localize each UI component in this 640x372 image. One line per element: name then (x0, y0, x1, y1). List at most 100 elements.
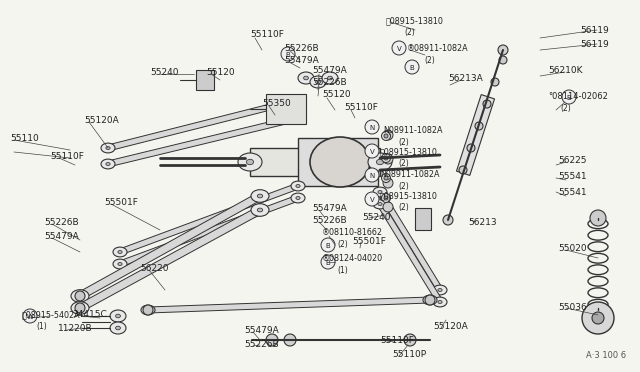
Bar (266, 94, 306, 124)
Text: N08911-1082A: N08911-1082A (380, 170, 440, 179)
Text: N: N (369, 173, 374, 179)
Circle shape (582, 302, 614, 334)
Circle shape (75, 303, 85, 313)
Text: B: B (285, 52, 291, 58)
Text: 55226B: 55226B (244, 340, 278, 349)
Circle shape (23, 309, 37, 323)
Ellipse shape (77, 294, 83, 298)
Circle shape (499, 56, 507, 64)
Ellipse shape (106, 147, 110, 150)
Text: 55020: 55020 (558, 244, 587, 253)
Text: B: B (326, 243, 330, 249)
Text: 56119: 56119 (580, 40, 609, 49)
Text: 55240: 55240 (362, 213, 390, 222)
Circle shape (491, 78, 499, 86)
Text: 55110P: 55110P (392, 350, 426, 359)
Circle shape (143, 305, 153, 315)
Text: 55501F: 55501F (104, 198, 138, 207)
Circle shape (365, 168, 379, 182)
Circle shape (384, 156, 388, 160)
Ellipse shape (257, 194, 262, 198)
Polygon shape (108, 115, 299, 167)
Text: 34415C: 34415C (72, 310, 107, 319)
Ellipse shape (298, 72, 314, 84)
Polygon shape (78, 192, 262, 299)
Text: 55110F: 55110F (344, 103, 378, 112)
Text: 55120A: 55120A (84, 116, 119, 125)
Circle shape (266, 334, 278, 346)
Ellipse shape (71, 302, 89, 314)
Ellipse shape (310, 76, 326, 88)
Ellipse shape (118, 263, 122, 266)
Circle shape (425, 295, 435, 305)
Text: 55226B: 55226B (44, 218, 79, 227)
Text: B: B (410, 65, 414, 71)
Text: V: V (397, 46, 401, 52)
Text: °08114-02062: °08114-02062 (548, 92, 608, 101)
Text: 55110F: 55110F (380, 336, 414, 345)
Circle shape (498, 45, 508, 55)
Ellipse shape (433, 285, 447, 295)
Polygon shape (78, 206, 262, 311)
Text: 55541: 55541 (558, 188, 587, 197)
Text: Ⓥ08915-13810: Ⓥ08915-13810 (380, 191, 438, 200)
Text: (2): (2) (560, 104, 571, 113)
Text: 56210K: 56210K (548, 66, 582, 75)
Text: 55541: 55541 (558, 172, 587, 181)
Text: (2): (2) (398, 159, 409, 168)
Ellipse shape (373, 199, 387, 209)
Bar (196, 70, 214, 90)
Ellipse shape (77, 306, 83, 310)
Ellipse shape (296, 99, 300, 102)
Text: (2): (2) (337, 240, 348, 249)
Text: 55110F: 55110F (50, 152, 84, 161)
Circle shape (381, 193, 390, 202)
Text: Ⓥ08915-5402A: Ⓥ08915-5402A (22, 310, 81, 319)
Text: 55479A: 55479A (312, 204, 347, 213)
Polygon shape (119, 183, 299, 255)
Circle shape (383, 202, 393, 212)
Circle shape (592, 312, 604, 324)
Circle shape (392, 41, 406, 55)
Ellipse shape (368, 153, 392, 171)
Ellipse shape (101, 159, 115, 169)
Circle shape (384, 134, 388, 138)
Ellipse shape (428, 298, 432, 301)
Ellipse shape (106, 163, 110, 166)
Ellipse shape (116, 326, 120, 330)
Polygon shape (378, 190, 442, 292)
Text: 55226B: 55226B (284, 44, 319, 53)
Circle shape (383, 178, 393, 188)
Ellipse shape (373, 187, 387, 197)
Ellipse shape (376, 159, 383, 165)
Circle shape (459, 166, 467, 174)
Ellipse shape (296, 196, 300, 199)
Ellipse shape (423, 295, 437, 305)
Ellipse shape (110, 322, 126, 334)
Polygon shape (456, 94, 495, 176)
Text: (2): (2) (404, 28, 415, 37)
Text: B: B (566, 95, 572, 101)
Ellipse shape (257, 208, 262, 212)
Text: W: W (27, 314, 33, 320)
Text: 55036: 55036 (558, 303, 587, 312)
Text: A·3 100 6: A·3 100 6 (586, 351, 626, 360)
Text: 55501F: 55501F (352, 237, 386, 246)
Bar (250, 148, 380, 176)
Text: 55350: 55350 (262, 99, 291, 108)
Ellipse shape (303, 76, 308, 80)
Text: 56225: 56225 (558, 156, 586, 165)
Text: 55226B: 55226B (312, 216, 347, 225)
Text: 56119: 56119 (580, 26, 609, 35)
Circle shape (405, 60, 419, 74)
Polygon shape (148, 297, 430, 313)
Text: 55226B: 55226B (312, 78, 347, 87)
Circle shape (365, 120, 379, 134)
Text: 55479A: 55479A (244, 326, 279, 335)
Circle shape (365, 192, 379, 206)
Text: 55479A: 55479A (44, 232, 79, 241)
Text: (2): (2) (424, 56, 435, 65)
Polygon shape (378, 202, 442, 304)
Circle shape (562, 90, 576, 104)
Circle shape (284, 334, 296, 346)
